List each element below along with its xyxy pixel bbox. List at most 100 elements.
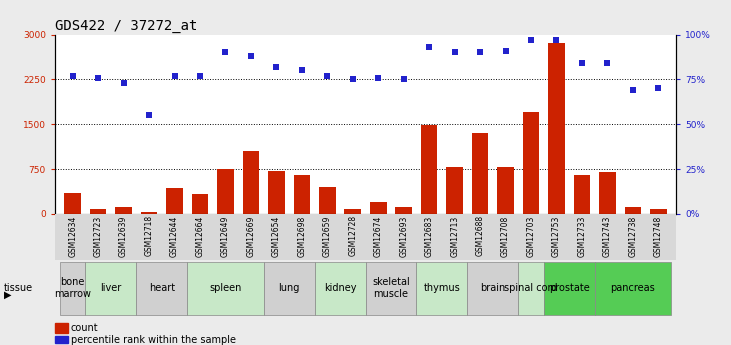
Bar [217, 169, 234, 214]
Text: GDS422 / 37272_at: GDS422 / 37272_at [55, 19, 197, 33]
Bar [574, 175, 590, 214]
Bar [624, 207, 641, 214]
Point [449, 50, 461, 55]
Text: tissue: tissue [4, 283, 33, 293]
Bar [421, 125, 437, 214]
Point [169, 73, 181, 79]
Text: GSM12753: GSM12753 [552, 215, 561, 257]
Text: spleen: spleen [209, 283, 242, 293]
Text: GSM12654: GSM12654 [272, 215, 281, 257]
Text: GSM12693: GSM12693 [399, 215, 408, 257]
Text: GSM12743: GSM12743 [603, 215, 612, 257]
Bar [319, 187, 336, 214]
Text: GSM12683: GSM12683 [425, 215, 433, 257]
Text: GSM12649: GSM12649 [221, 215, 230, 257]
Bar [192, 194, 208, 214]
Text: lung: lung [279, 283, 300, 293]
Text: GSM12688: GSM12688 [476, 215, 485, 256]
Text: GSM12639: GSM12639 [119, 215, 128, 257]
FancyBboxPatch shape [60, 262, 86, 315]
Bar [268, 171, 284, 214]
Text: GSM12659: GSM12659 [323, 215, 332, 257]
Point [653, 86, 664, 91]
Point [67, 73, 78, 79]
Point [270, 64, 282, 70]
Bar [471, 133, 488, 214]
Text: liver: liver [100, 283, 121, 293]
Text: GSM12698: GSM12698 [298, 215, 306, 257]
Bar [64, 193, 81, 214]
FancyBboxPatch shape [264, 262, 314, 315]
FancyBboxPatch shape [417, 262, 467, 315]
Point [118, 80, 129, 86]
Bar [243, 151, 260, 214]
FancyBboxPatch shape [86, 262, 136, 315]
FancyBboxPatch shape [366, 262, 417, 315]
Point [347, 77, 359, 82]
Text: GSM12634: GSM12634 [68, 215, 77, 257]
Text: skeletal
muscle: skeletal muscle [372, 277, 410, 299]
Text: GSM12664: GSM12664 [195, 215, 205, 257]
Text: bone
marrow: bone marrow [54, 277, 91, 299]
Bar [90, 209, 107, 214]
Point [602, 60, 613, 66]
Bar [294, 175, 310, 214]
Bar [447, 167, 463, 214]
Text: GSM12703: GSM12703 [526, 215, 536, 257]
Text: GSM12733: GSM12733 [577, 215, 586, 257]
Point [576, 60, 588, 66]
Bar [599, 172, 616, 214]
Bar [141, 211, 157, 214]
Text: GSM12669: GSM12669 [246, 215, 255, 257]
Bar [115, 207, 132, 214]
Text: prostate: prostate [549, 283, 590, 293]
Text: pancreas: pancreas [610, 283, 655, 293]
Text: thymus: thymus [423, 283, 461, 293]
Text: count: count [71, 323, 99, 333]
Text: GSM12728: GSM12728 [348, 215, 357, 256]
Point [194, 73, 206, 79]
Point [92, 75, 104, 80]
Text: GSM12723: GSM12723 [94, 215, 102, 257]
Bar [395, 207, 412, 214]
FancyBboxPatch shape [136, 262, 187, 315]
Text: GSM12718: GSM12718 [145, 215, 154, 256]
Text: spinal cord: spinal cord [504, 283, 558, 293]
FancyBboxPatch shape [595, 262, 671, 315]
Point [322, 73, 333, 79]
Text: GSM12738: GSM12738 [629, 215, 637, 257]
FancyBboxPatch shape [467, 262, 518, 315]
FancyBboxPatch shape [187, 262, 264, 315]
FancyBboxPatch shape [314, 262, 366, 315]
Point [550, 37, 562, 43]
Bar [166, 188, 183, 214]
Bar [548, 43, 565, 214]
Bar [523, 112, 539, 214]
Point [423, 44, 435, 50]
Text: brain: brain [480, 283, 505, 293]
Point [219, 50, 231, 55]
Text: kidney: kidney [324, 283, 356, 293]
Text: heart: heart [148, 283, 175, 293]
Point [245, 53, 257, 59]
Point [474, 50, 486, 55]
Text: percentile rank within the sample: percentile rank within the sample [71, 335, 236, 345]
Point [372, 75, 384, 80]
Point [398, 77, 409, 82]
Point [627, 87, 639, 93]
Point [143, 112, 155, 118]
Text: GSM12713: GSM12713 [450, 215, 459, 257]
Bar [497, 167, 514, 214]
Point [296, 68, 308, 73]
Text: GSM12748: GSM12748 [654, 215, 663, 257]
Bar [344, 208, 361, 214]
Text: GSM12644: GSM12644 [170, 215, 179, 257]
Point [525, 37, 537, 43]
Point [500, 48, 512, 53]
Text: GSM12674: GSM12674 [374, 215, 383, 257]
Bar [370, 202, 387, 214]
Text: GSM12708: GSM12708 [501, 215, 510, 257]
FancyBboxPatch shape [518, 262, 544, 315]
Bar [650, 209, 667, 214]
Text: ▶: ▶ [4, 290, 11, 300]
